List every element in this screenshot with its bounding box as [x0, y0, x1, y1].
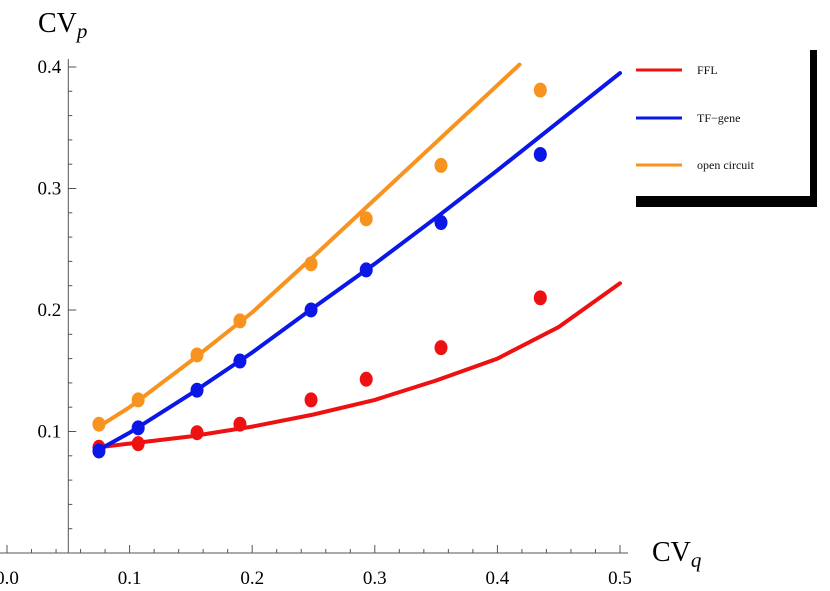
- data-point-ffl: [434, 340, 448, 356]
- legend-entries: FFL TF−gene open circuit: [636, 63, 755, 172]
- series-line-tf-gene: [97, 71, 622, 452]
- data-point-open-circuit: [190, 347, 204, 363]
- data-point-open-circuit: [359, 211, 373, 227]
- plot-area: [92, 62, 622, 459]
- x-tick-label: 0.3: [363, 568, 387, 589]
- x-tick-label: 0.4: [486, 568, 510, 589]
- data-point-tf-gene: [233, 353, 247, 369]
- data-point-tf-gene: [131, 420, 145, 436]
- data-point-ffl: [304, 392, 318, 408]
- data-point-open-circuit: [92, 416, 106, 432]
- data-point-open-circuit: [233, 313, 247, 329]
- data-point-ffl: [131, 436, 145, 452]
- series-line-open-circuit: [97, 62, 522, 429]
- series-line-ffl: [97, 281, 622, 450]
- x-tick-label: 0.5: [608, 568, 632, 589]
- data-point-ffl: [533, 290, 547, 306]
- y-tick-label: 0.4: [38, 57, 62, 78]
- x-ticks: 0.0 0.1 0.2 0.3 0.4 0.5: [0, 545, 632, 589]
- data-point-open-circuit: [304, 256, 318, 272]
- data-point-ffl: [190, 425, 204, 441]
- data-point-tf-gene: [359, 262, 373, 278]
- data-point-ffl: [359, 371, 373, 387]
- x-tick-label: 0.1: [118, 568, 142, 589]
- x-axis-title: CVq: [652, 537, 702, 572]
- axes: 0.0 0.1 0.2 0.3 0.4 0.5 0.1 0.2 0.3 0.4: [0, 57, 632, 589]
- legend-shadow-right: [808, 50, 817, 207]
- data-point-open-circuit: [434, 157, 448, 173]
- data-point-tf-gene: [190, 382, 204, 398]
- data-point-tf-gene: [304, 302, 318, 318]
- y-ticks: 0.1 0.2 0.3 0.4: [38, 57, 77, 530]
- x-tick-label: 0.0: [0, 568, 19, 589]
- data-point-open-circuit: [131, 392, 145, 408]
- legend-label-ffl: FFL: [697, 63, 718, 77]
- y-tick-label: 0.1: [38, 422, 62, 443]
- data-point-ffl: [233, 416, 247, 432]
- legend-label-open-circuit: open circuit: [697, 158, 755, 172]
- y-tick-label: 0.3: [38, 179, 62, 200]
- data-point-open-circuit: [533, 82, 547, 98]
- y-tick-label: 0.2: [38, 300, 62, 321]
- data-point-tf-gene: [533, 146, 547, 162]
- legend-shadow-bottom: [636, 196, 817, 207]
- legend-label-tf-gene: TF−gene: [697, 111, 740, 125]
- x-tick-label: 0.2: [240, 568, 264, 589]
- data-point-tf-gene: [434, 215, 448, 231]
- data-point-tf-gene: [92, 443, 106, 459]
- legend: FFL TF−gene open circuit: [624, 46, 817, 207]
- y-axis-title: CVp: [38, 8, 87, 43]
